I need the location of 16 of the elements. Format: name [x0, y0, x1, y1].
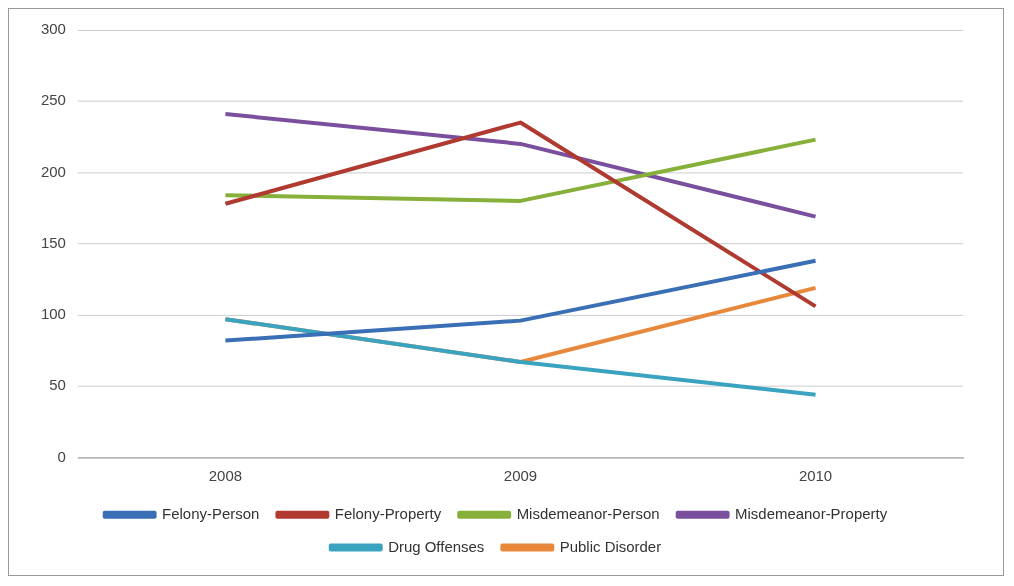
y-tick-label: 300	[40, 20, 66, 38]
legend-label: Public Disorder	[559, 537, 662, 555]
y-tick-label: 0	[57, 447, 66, 465]
y-tick-label: 100	[40, 305, 66, 323]
y-tick-label: 50	[49, 376, 66, 394]
x-tick-label: 2009	[503, 467, 538, 485]
legend-label: Misdemeanor-Person	[516, 504, 660, 522]
legend-label: Felony-Property	[334, 504, 442, 522]
legend-label: Misdemeanor-Property	[735, 504, 888, 522]
legend-label: Felony-Person	[162, 504, 260, 522]
y-tick-label: 200	[40, 162, 66, 180]
y-tick-label: 250	[40, 91, 66, 109]
legend-label: Drug Offenses	[388, 537, 485, 555]
x-tick-label: 2010	[798, 467, 833, 485]
x-tick-label: 2008	[208, 467, 243, 485]
y-tick-label: 150	[40, 233, 66, 251]
